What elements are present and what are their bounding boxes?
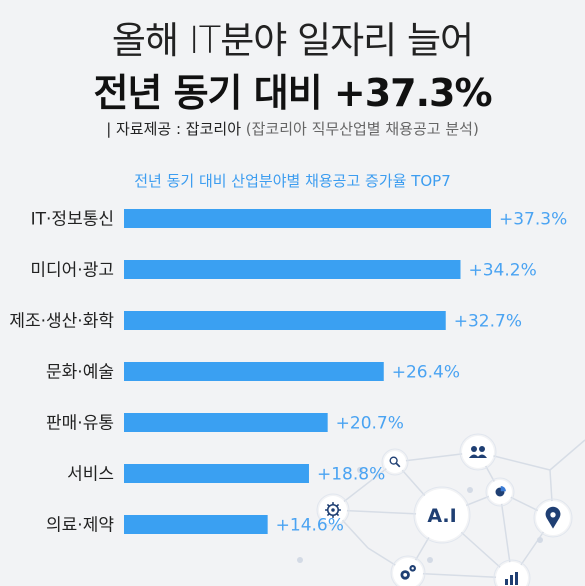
bar	[124, 464, 309, 483]
ai-badge-label: A.I	[427, 505, 456, 527]
value-label: +14.6%	[276, 516, 344, 536]
bar	[124, 515, 268, 534]
bar	[124, 413, 328, 432]
category-label: 제조·생산·화학	[9, 312, 114, 332]
value-label: +34.2%	[468, 261, 536, 281]
value-label: +26.4%	[392, 363, 460, 383]
bar-chart-icon	[493, 559, 531, 586]
gears-icon	[390, 555, 426, 586]
gear-icon	[316, 493, 350, 527]
bar	[124, 362, 384, 381]
bar	[124, 260, 461, 279]
bars-group	[124, 209, 491, 534]
category-label: 판매·유통	[46, 414, 114, 434]
title-line-1: 올해 IT분야 일자리 늘어	[111, 19, 474, 62]
bar	[124, 209, 491, 228]
category-label: 의료·제약	[46, 516, 114, 536]
network-decoration: A.I	[297, 433, 585, 586]
category-label: IT·정보통신	[31, 210, 114, 230]
source-prefix: | 자료제공 : 잡코리아	[106, 120, 241, 138]
search-icon	[381, 448, 409, 476]
bar	[124, 311, 446, 330]
value-label: +18.8%	[317, 465, 385, 485]
location-pin-icon	[533, 498, 573, 538]
value-label: +37.3%	[499, 210, 567, 230]
title-line-2: 전년 동기 대비 +37.3%	[93, 71, 492, 115]
category-label: 미디어·광고	[30, 261, 114, 281]
people-icon	[459, 433, 497, 471]
labels-group: IT·정보통신 +37.3% 미디어·광고 +34.2% 제조·생산·화학 +32.7% 문…	[9, 210, 567, 536]
source-detail: (잡코리아 직무산업별 채용공고 분석)	[245, 120, 479, 138]
category-label: 서비스	[67, 465, 114, 485]
value-label: +20.7%	[336, 414, 404, 434]
value-label: +32.7%	[454, 312, 522, 332]
chart-title: 전년 동기 대비 산업분야별 채용공고 증가율 TOP7	[134, 172, 451, 190]
category-label: 문화·예술	[46, 363, 114, 383]
pie-chart-icon	[485, 477, 515, 507]
ai-badge: A.I	[413, 486, 471, 544]
source-line: | 자료제공 : 잡코리아 (잡코리아 직무산업별 채용공고 분석)	[0, 118, 585, 139]
